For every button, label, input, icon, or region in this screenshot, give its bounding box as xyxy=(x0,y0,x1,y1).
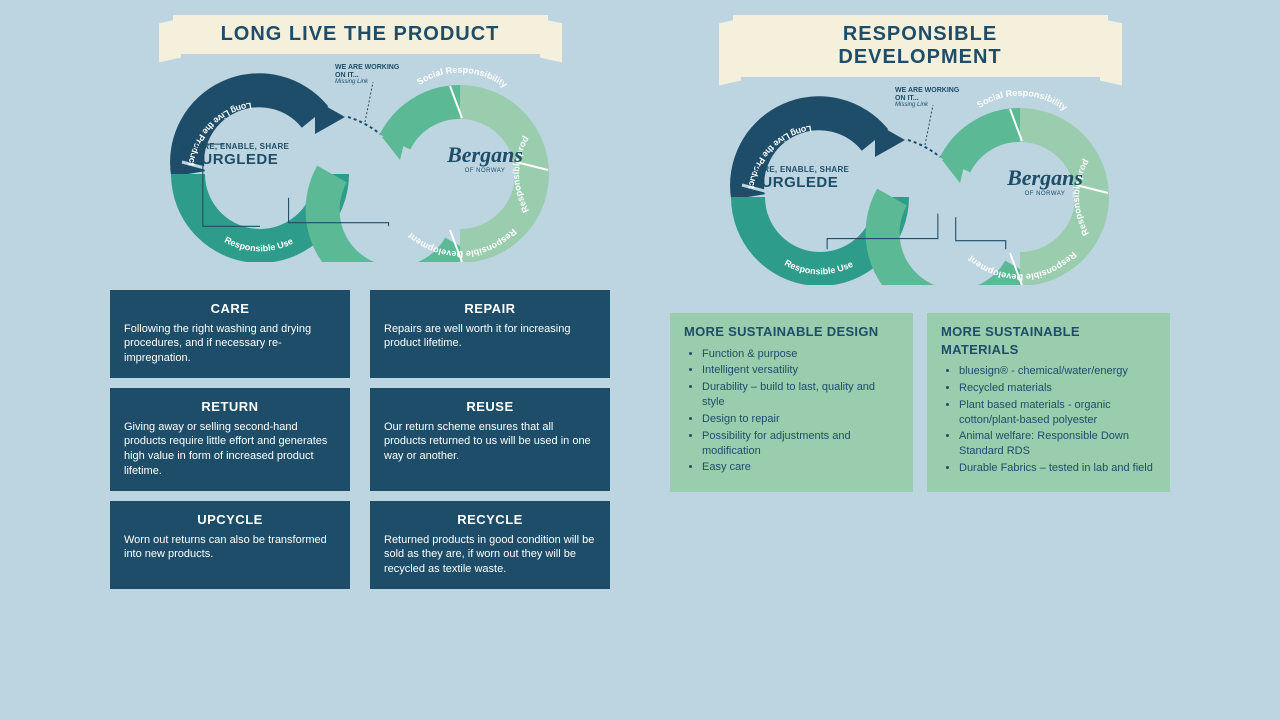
card-sustainable-materials: MORE SUSTAINABLE MATERIALS bluesign® - c… xyxy=(927,313,1170,492)
infinity-diagram-right: Long Live the Product Responsible Use Re… xyxy=(670,85,1170,285)
list-item: bluesign® - chemical/water/energy xyxy=(959,364,1156,379)
list-item: Easy care xyxy=(702,460,899,475)
center-left-label: INSPIRE, ENABLE, SHARE TURGLEDE xyxy=(165,142,305,168)
card-return: RETURNGiving away or selling second-hand… xyxy=(110,388,350,491)
green-card-grid: MORE SUSTAINABLE DESIGN Function & purpo… xyxy=(670,313,1170,492)
card-upcycle: UPCYCLEWorn out returns can also be tran… xyxy=(110,501,350,589)
card-care: CAREFollowing the right washing and dryi… xyxy=(110,290,350,378)
list-item: Plant based materials - organic cotton/p… xyxy=(959,398,1156,428)
list-item: Durable Fabrics – tested in lab and fiel… xyxy=(959,461,1156,476)
list-item: Animal welfare: Responsible Down Standar… xyxy=(959,429,1156,459)
panel-long-live: LONG LIVE THE PRODUCT xyxy=(110,15,610,589)
list-item: Design to repair xyxy=(702,412,899,427)
banner-title-right: RESPONSIBLE DEVELOPMENT xyxy=(733,15,1108,77)
missing-link-note: WE ARE WORKING ON IT... Missing Link xyxy=(335,64,399,86)
list-item: Recycled materials xyxy=(959,381,1156,396)
list-item: Durability – build to last, quality and … xyxy=(702,380,899,410)
card-reuse: REUSEOur return scheme ensures that all … xyxy=(370,388,610,491)
list-item: Function & purpose xyxy=(702,347,899,362)
card-recycle: RECYCLEReturned products in good conditi… xyxy=(370,501,610,589)
center-right-label: Bergans OF NORWAY xyxy=(415,142,555,174)
card-grid: CAREFollowing the right washing and dryi… xyxy=(110,290,610,589)
card-repair: REPAIRRepairs are well worth it for incr… xyxy=(370,290,610,378)
card-sustainable-design: MORE SUSTAINABLE DESIGN Function & purpo… xyxy=(670,313,913,492)
list-item: Possibility for adjustments and modifica… xyxy=(702,429,899,459)
center-right-label: Bergans OF NORWAY xyxy=(975,165,1115,197)
list-materials: bluesign® - chemical/water/energy Recycle… xyxy=(941,364,1156,476)
banner-title-left: LONG LIVE THE PRODUCT xyxy=(173,15,548,54)
list-design: Function & purposeIntelligent versatilit… xyxy=(684,347,899,476)
panel-responsible-dev: RESPONSIBLE DEVELOPMENT Long Live the Pr… xyxy=(670,15,1170,589)
infinity-diagram-left: Long Live the Product Responsible Use Re… xyxy=(110,62,610,262)
center-left-label: INSPIRE, ENABLE, SHARE TURGLEDE xyxy=(725,165,865,191)
list-item: Intelligent versatility xyxy=(702,363,899,378)
missing-link-note: WE ARE WORKING ON IT... Missing Link xyxy=(895,87,959,109)
